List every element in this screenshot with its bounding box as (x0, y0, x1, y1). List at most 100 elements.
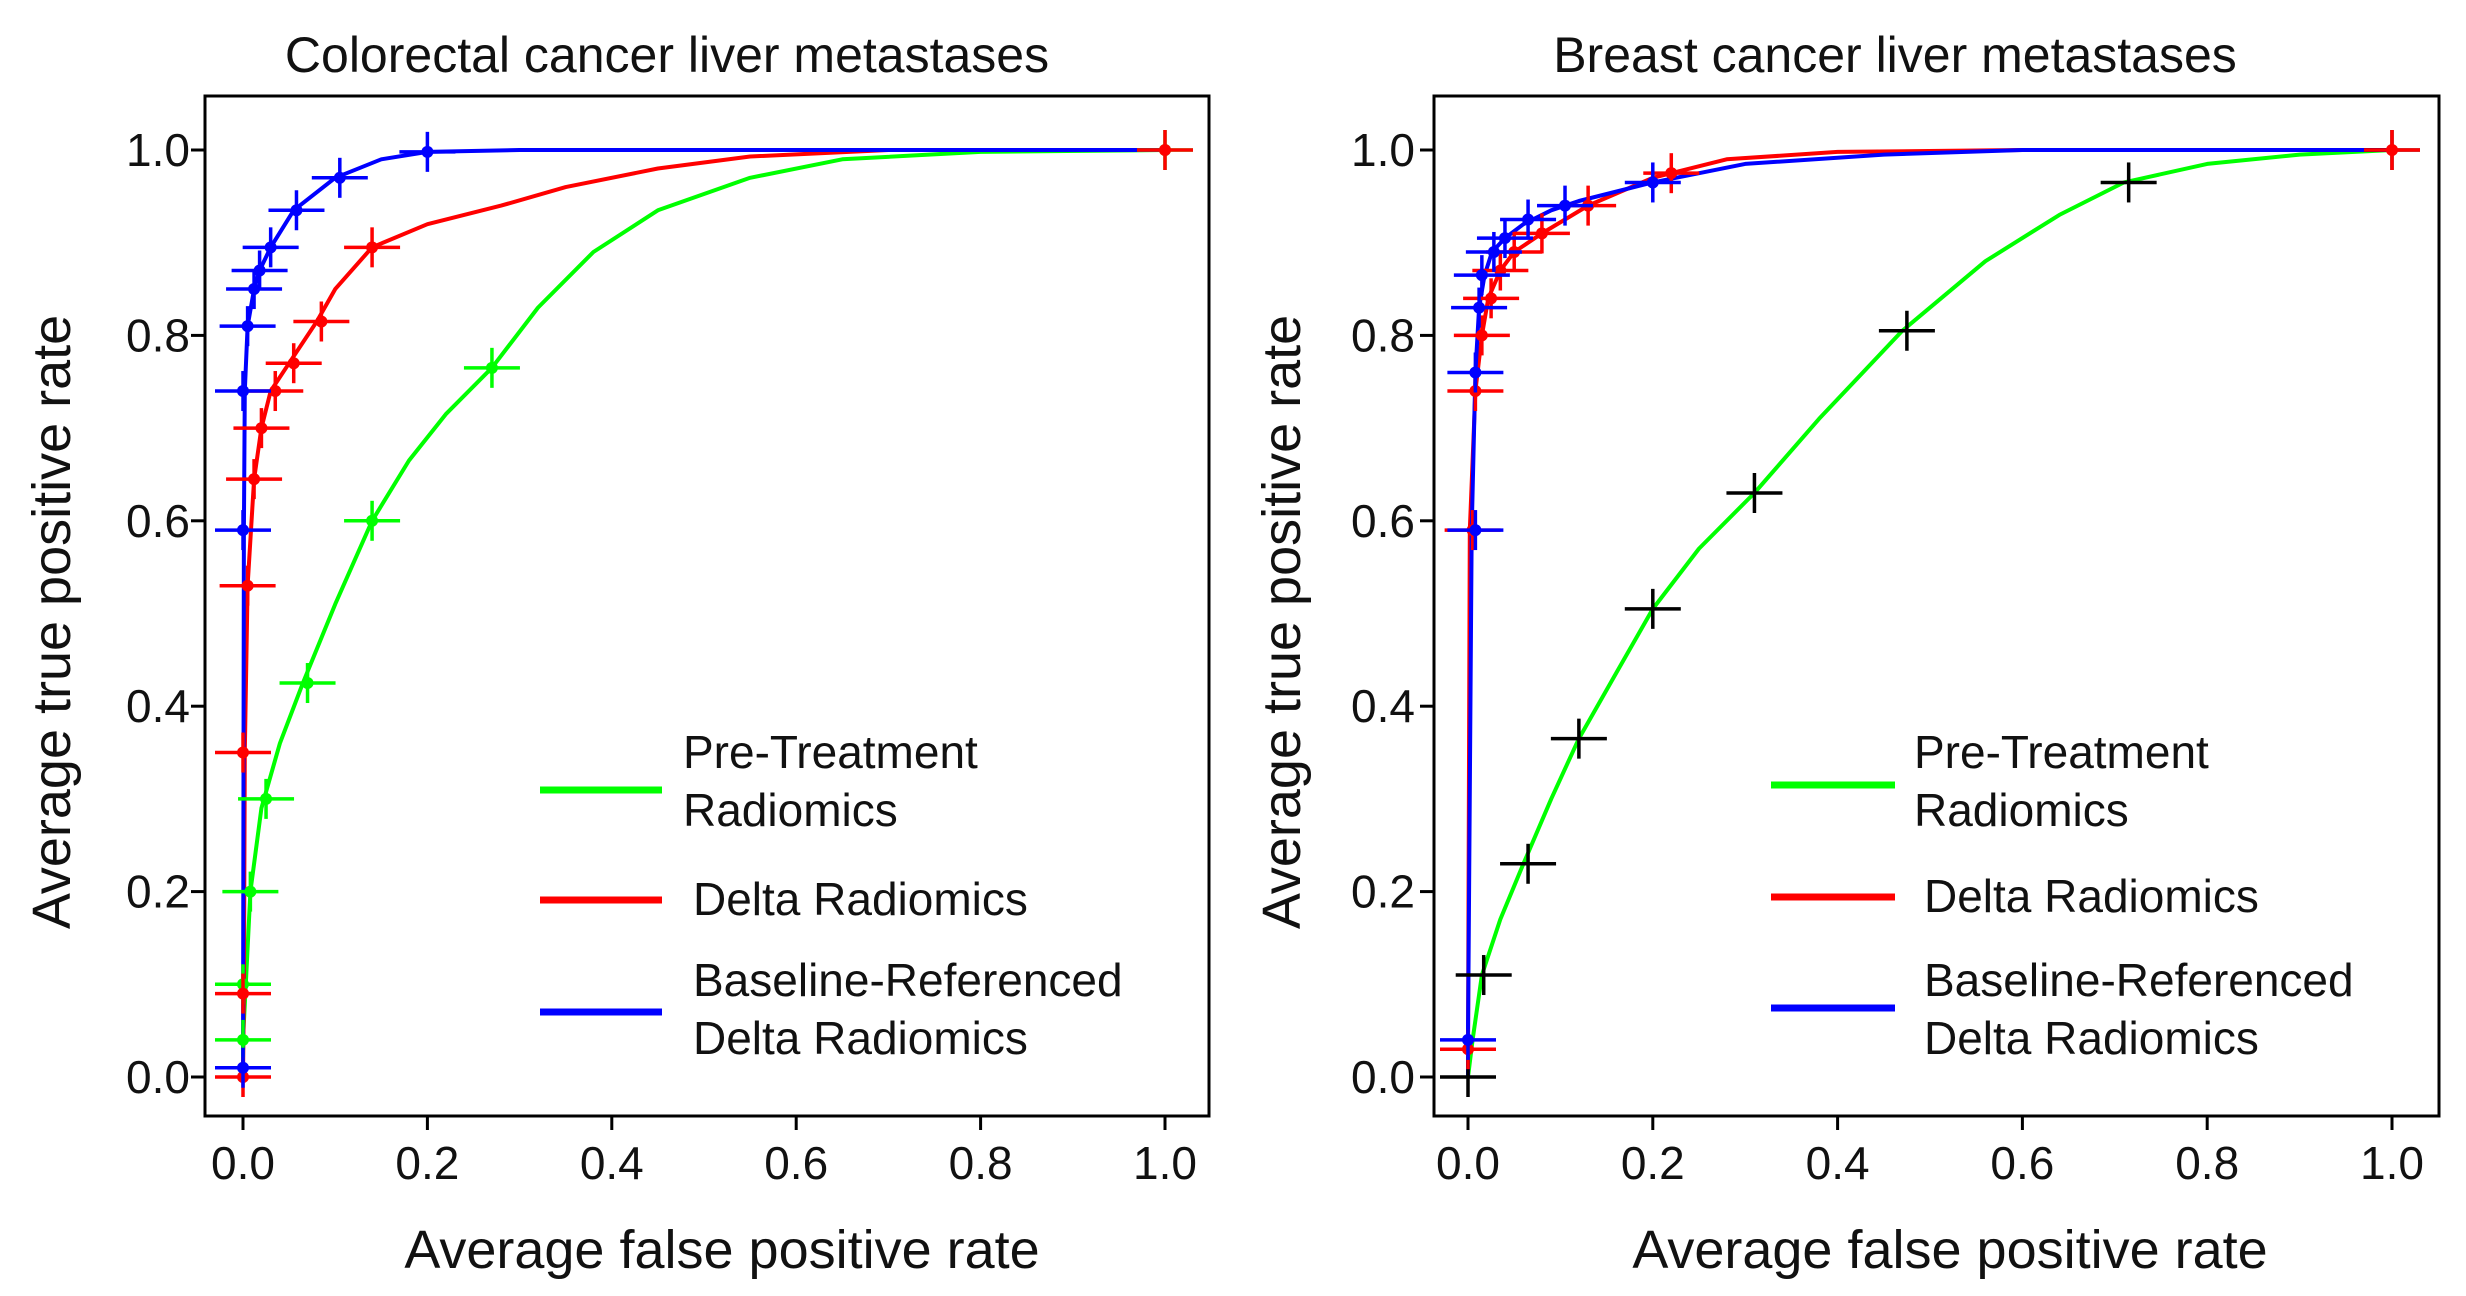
chart-title: Colorectal cancer liver metastases (285, 27, 1049, 83)
y-tick-label: 0.4 (1351, 680, 1415, 732)
y-tick-label: 0.0 (126, 1051, 190, 1103)
y-tick-label: 0.8 (126, 309, 190, 361)
marker-baseline-referenced (399, 131, 456, 172)
marker-pre-treatment (279, 663, 336, 704)
legend: Pre-Treatment Radiomics Delta Radiomics … (1771, 726, 2366, 1064)
y-tick-label: 0.2 (1351, 866, 1415, 918)
marker-delta (1453, 315, 1510, 356)
marker-pre-treatment (1624, 588, 1681, 629)
marker-baseline-referenced (268, 190, 325, 231)
chart-title: Breast cancer liver metastases (1553, 27, 2237, 83)
legend-line-baseline-referenced-2: Delta Radiomics (693, 1012, 1028, 1064)
legend-line-pre-treatment-2: Radiomics (683, 784, 898, 836)
x-tick-label: 0.8 (2175, 1137, 2239, 1189)
series-line-baseline-referenced (1466, 148, 2392, 1077)
marker-delta (2364, 130, 2420, 170)
x-tick-label: 0.4 (580, 1137, 644, 1189)
legend-line-baseline-referenced-1: Baseline-Referenced (1924, 954, 2354, 1006)
series-line-pre-treatment (241, 148, 1166, 1077)
marker-pre-treatment (1878, 310, 1935, 351)
marker-pre-treatment (1726, 472, 1783, 513)
x-axis-label: Average false positive rate (404, 1220, 1039, 1280)
legend-line-baseline-referenced-2: Delta Radiomics (1924, 1012, 2259, 1064)
marker-delta (219, 565, 276, 606)
marker-pre-treatment (1500, 843, 1557, 884)
x-tick-label: 0.0 (211, 1137, 275, 1189)
y-tick-label: 0.2 (126, 866, 190, 918)
tick-group: 0.0 0.2 0.4 0.6 0.8 1.0 0.0 0.2 0.4 0.6 0.8 1.0 (126, 124, 1197, 1189)
chart-colorectal: Colorectal cancer liver metastases 0.0 0.… (22, 27, 1211, 1280)
x-tick-label: 1.0 (1133, 1137, 1197, 1189)
marker-delta (233, 408, 290, 449)
legend-line-baseline-referenced-1: Baseline-Referenced (693, 954, 1123, 1006)
legend-label-delta: Delta Radiomics (693, 873, 1028, 925)
marker-baseline-referenced (1453, 255, 1510, 296)
marker-baseline-referenced (215, 371, 271, 412)
marker-delta (293, 301, 350, 342)
marker-pre-treatment (1550, 718, 1607, 759)
marker-pre-treatment (222, 871, 279, 912)
x-tick-label: 0.0 (1436, 1137, 1500, 1189)
y-tick-label: 1.0 (126, 124, 190, 176)
series-line-pre-treatment (1466, 148, 2393, 1078)
y-tick-label: 0.6 (126, 495, 190, 547)
marker-delta (215, 973, 271, 1014)
marker-delta (344, 227, 401, 268)
legend-label-delta: Delta Radiomics (1924, 870, 2259, 922)
y-tick-label: 0.4 (126, 680, 190, 732)
marker-baseline-referenced (1451, 287, 1508, 328)
x-tick-label: 0.2 (395, 1137, 459, 1189)
series-line-baseline-referenced (241, 148, 1165, 1077)
legend-label-pre-treatment: Pre-Treatment Radiomics (683, 726, 991, 836)
x-tick-label: 0.6 (1990, 1137, 2054, 1189)
series-group (215, 130, 1193, 1097)
plot-frame (203, 94, 1211, 1118)
chart-breast: Breast cancer liver metastases 0.0 0.2 0.4… (1252, 27, 2441, 1280)
marker-baseline-referenced (1447, 352, 1504, 393)
marker-baseline-referenced (219, 306, 276, 347)
series-line-delta (1466, 148, 2392, 1077)
marker-baseline-referenced (226, 269, 283, 310)
marker-baseline-referenced (215, 510, 271, 551)
marker-pre-treatment (1455, 955, 1512, 996)
marker-baseline-referenced (1624, 162, 1681, 203)
marker-pre-treatment (463, 347, 520, 388)
legend-label-baseline-referenced: Baseline-Referenced Delta Radiomics (693, 954, 1135, 1064)
x-axis-label: Average false positive rate (1632, 1220, 2267, 1280)
marker-baseline-referenced (231, 250, 288, 291)
x-tick-label: 0.8 (949, 1137, 1013, 1189)
marker-pre-treatment (2100, 162, 2157, 203)
legend-label-pre-treatment: Pre-Treatment Radiomics (1914, 726, 2222, 836)
marker-baseline-referenced (1537, 185, 1594, 226)
marker-delta (265, 343, 322, 384)
marker-pre-treatment (238, 778, 295, 819)
legend-label-baseline-referenced: Baseline-Referenced Delta Radiomics (1924, 954, 2366, 1064)
y-axis-label: Average true positive rate (22, 315, 82, 929)
marker-baseline-referenced (1476, 218, 1533, 259)
x-tick-label: 1.0 (2360, 1137, 2424, 1189)
marker-baseline-referenced (242, 227, 299, 268)
marker-baseline-referenced (1447, 510, 1504, 551)
marker-baseline-referenced (215, 1047, 271, 1088)
marker-pre-treatment (344, 500, 401, 541)
legend-line-pre-treatment-2: Radiomics (1914, 784, 2129, 836)
marker-delta (1463, 278, 1520, 319)
marker-delta (226, 459, 283, 500)
legend-line-pre-treatment-1: Pre-Treatment (1914, 726, 2209, 778)
tick-group: 0.0 0.2 0.4 0.6 0.8 1.0 0.0 0.2 0.4 0.6 0.8 1.0 (1351, 124, 2424, 1189)
series-line-delta (241, 148, 1165, 1078)
plot-frame (1432, 94, 2441, 1118)
legend-line-pre-treatment-1: Pre-Treatment (683, 726, 978, 778)
marker-baseline-referenced (311, 157, 368, 198)
y-tick-label: 0.0 (1351, 1051, 1415, 1103)
y-axis-label: Average true positive rate (1252, 315, 1312, 929)
marker-baseline-referenced (1500, 199, 1557, 240)
marker-baseline-referenced (1440, 1019, 1496, 1060)
y-tick-label: 1.0 (1351, 124, 1415, 176)
x-tick-label: 0.4 (1806, 1137, 1870, 1189)
y-tick-label: 0.8 (1351, 309, 1415, 361)
x-tick-label: 0.2 (1621, 1137, 1685, 1189)
y-tick-label: 0.6 (1351, 495, 1415, 547)
legend: Pre-Treatment Radiomics Delta Radiomics … (540, 726, 1135, 1064)
